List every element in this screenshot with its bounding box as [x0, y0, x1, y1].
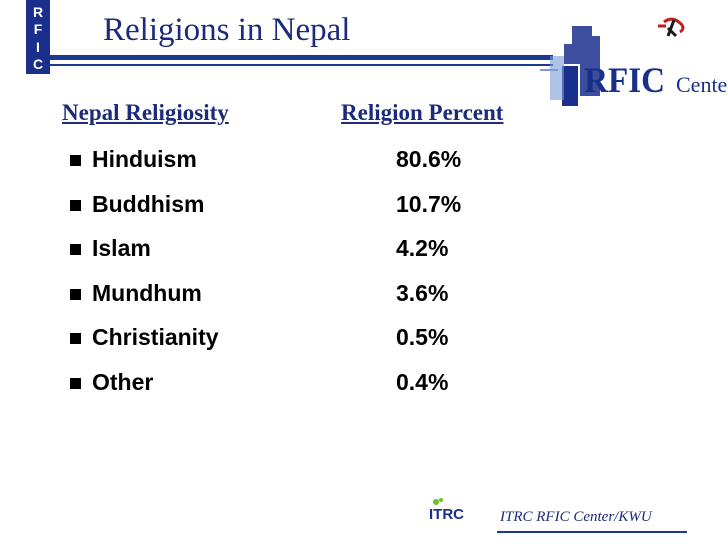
rfic-center-logo: RFIC Center [540, 17, 728, 106]
square-bullet-icon [70, 155, 81, 166]
list-item: Buddhism 10.7% [70, 191, 530, 221]
religion-percent: 80.6% [396, 146, 462, 172]
square-bullet-icon [70, 333, 81, 344]
badge-letter-i: I [36, 38, 40, 55]
rfic-vertical-badge: R F I C [26, 0, 50, 74]
slide-title: Religions in Nepal [103, 12, 351, 48]
badge-letter-r: R [32, 4, 44, 21]
footer-rule [497, 531, 687, 533]
logo-text-main: RFIC [584, 61, 665, 101]
religion-percent: 3.6% [396, 280, 449, 306]
square-bullet-icon [70, 289, 81, 300]
religion-name: Christianity [92, 324, 219, 350]
list-item: Islam 4.2% [70, 235, 530, 265]
logo-text-sub: Center [676, 72, 728, 97]
religion-percent: 4.2% [396, 235, 449, 261]
list-item: Hinduism 80.6% [70, 146, 530, 176]
religion-name: Other [92, 369, 154, 395]
square-bullet-icon [70, 200, 81, 211]
square-bullet-icon [70, 244, 81, 255]
badge-letter-c: C [32, 55, 44, 72]
religion-name: Buddhism [92, 191, 205, 217]
square-bullet-icon [70, 378, 81, 389]
list-item: Mundhum 3.6% [70, 280, 530, 310]
badge-letter-f: F [33, 21, 43, 38]
religion-name: Mundhum [92, 280, 202, 306]
dancer-mark-icon [658, 17, 685, 38]
title-rule-thick [50, 55, 553, 60]
list-item: Other 0.4% [70, 369, 530, 399]
religion-name: Hinduism [92, 146, 197, 172]
religion-percent: 0.4% [396, 369, 449, 395]
itrc-logo: ITRC [429, 498, 464, 523]
religion-percent: 0.5% [396, 324, 449, 350]
religion-percent: 10.7% [396, 191, 462, 217]
column-header-percent: Religion Percent [341, 100, 504, 125]
footer-logo-text: ITRC [429, 506, 464, 523]
footer-credit: ITRC RFIC Center/KWU [500, 509, 652, 525]
religion-name: Islam [92, 235, 151, 261]
list-item: Christianity 0.5% [70, 324, 530, 354]
title-rule-thin [50, 64, 553, 66]
column-header-religiosity: Nepal Religiosity [62, 100, 229, 125]
